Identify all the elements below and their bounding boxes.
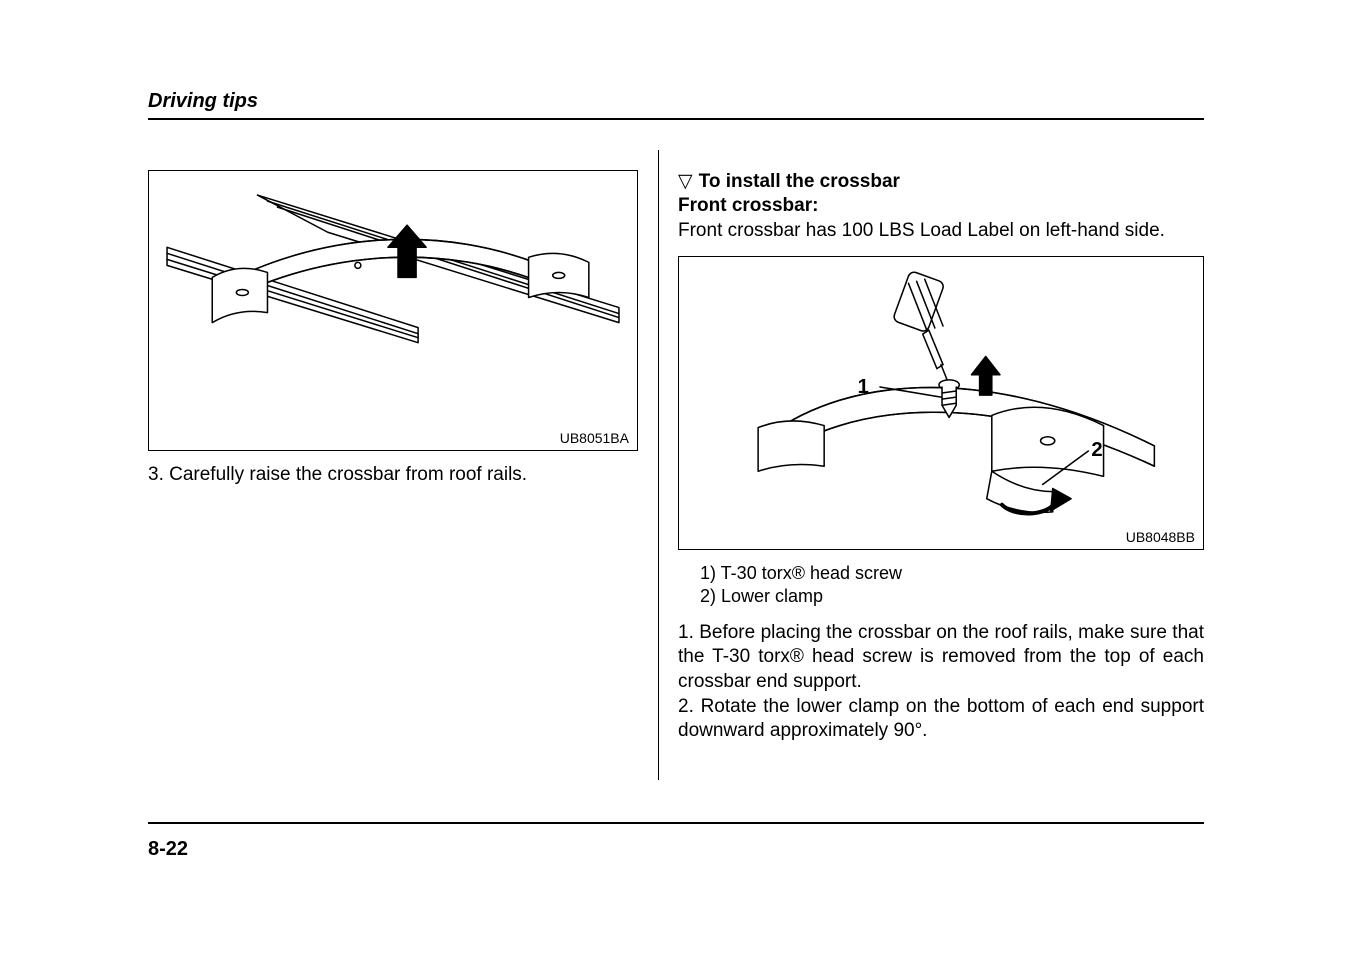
- step-2-text: 2. Rotate the lower clamp on the bottom …: [678, 695, 1204, 744]
- figure-remove-crossbar-svg: [157, 177, 629, 428]
- right-column: ▽To install the crossbar Front crossbar:…: [678, 170, 1204, 744]
- column-divider: [658, 150, 659, 780]
- manual-page: Driving tips: [0, 0, 1352, 954]
- figure-code-left: UB8051BA: [157, 430, 629, 446]
- left-column: UB8051BA 3. Carefully raise the crossbar…: [148, 170, 638, 488]
- step-3-text: 3. Carefully raise the crossbar from roo…: [148, 463, 638, 488]
- page-number: 8-22: [148, 838, 188, 861]
- figure-legend: 1) T-30 torx® head screw 2) Lower clamp: [700, 562, 1204, 609]
- callout-2: 2: [1091, 439, 1102, 461]
- footer-rule: [148, 822, 1204, 824]
- install-crossbar-heading: ▽To install the crossbar: [678, 170, 1204, 193]
- header-rule: [148, 118, 1204, 120]
- callout-1: 1: [858, 376, 869, 398]
- triangle-icon: ▽: [678, 171, 693, 192]
- front-crossbar-heading: Front crossbar:: [678, 195, 1204, 217]
- legend-item-2: 2) Lower clamp: [700, 585, 1204, 608]
- figure-code-right: UB8048BB: [687, 529, 1195, 545]
- front-crossbar-intro: Front crossbar has 100 LBS Load Label on…: [678, 219, 1204, 244]
- step-1-text: 1. Before placing the crossbar on the ro…: [678, 621, 1204, 695]
- legend-item-1: 1) T-30 torx® head screw: [700, 562, 1204, 585]
- section-header: Driving tips: [148, 90, 258, 113]
- figure-install-crossbar-svg: 1 2: [687, 263, 1195, 527]
- figure-install-crossbar: 1 2 UB8048BB: [678, 256, 1204, 550]
- install-steps: 1. Before placing the crossbar on the ro…: [678, 621, 1204, 744]
- content-area: UB8051BA 3. Carefully raise the crossbar…: [148, 150, 1204, 790]
- figure-remove-crossbar: UB8051BA: [148, 170, 638, 451]
